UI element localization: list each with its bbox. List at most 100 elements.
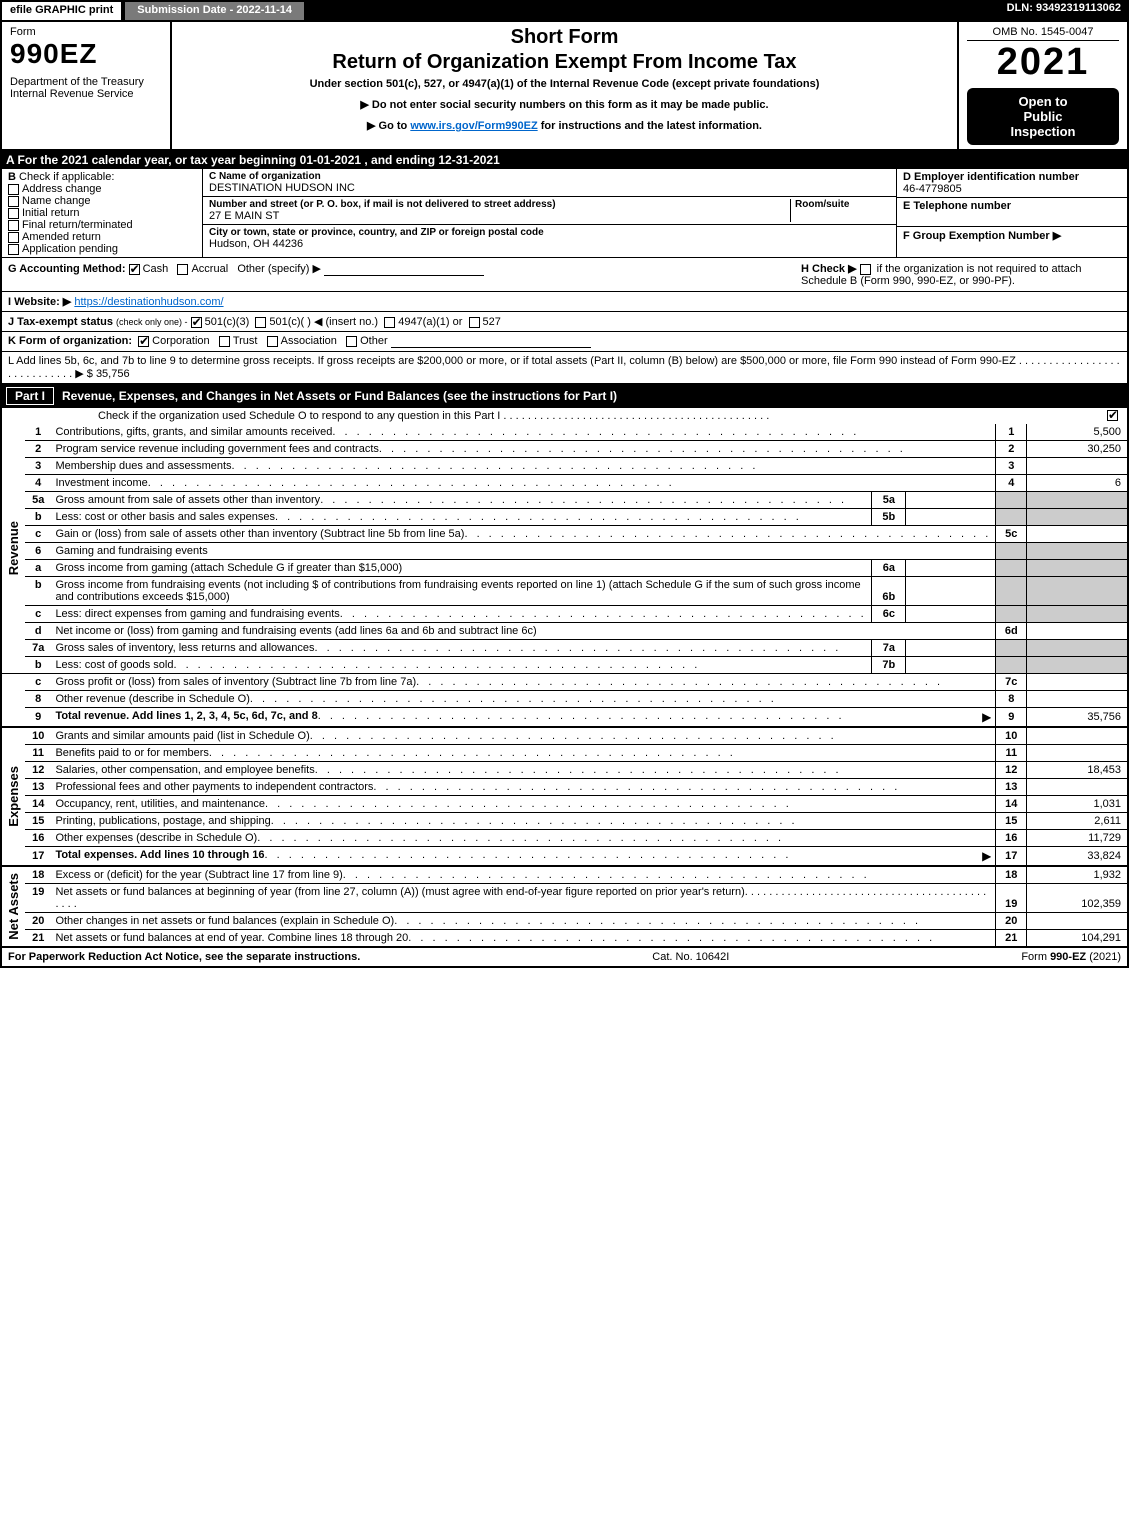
desc-20: Other changes in net assets or fund bala… <box>55 915 394 927</box>
h-checkbox[interactable] <box>860 264 871 275</box>
part-1-check-line: Check if the organization used Schedule … <box>0 408 1129 424</box>
org-name: DESTINATION HUDSON INC <box>209 182 890 194</box>
org-street: 27 E MAIN ST <box>209 210 790 222</box>
dots-icon: . . . . . . . . . . . . . . . . . . . . … <box>232 460 992 472</box>
amt-18: 1,932 <box>1027 866 1128 884</box>
ln-11: 11 <box>25 745 51 762</box>
part-1-schedule-o-checkbox[interactable] <box>1107 410 1118 421</box>
opt-name-change[interactable]: Name change <box>8 195 196 207</box>
opt-application-pending[interactable]: Application pending <box>8 243 196 255</box>
opt-final-return-label: Final return/terminated <box>22 219 133 231</box>
accrual-checkbox[interactable] <box>177 264 188 275</box>
efile-print-label[interactable]: efile GRAPHIC print <box>0 0 123 22</box>
line-17: 17 Total expenses. Add lines 10 through … <box>1 847 1128 867</box>
cash-checkbox[interactable] <box>129 264 140 275</box>
amt-8 <box>1027 691 1128 708</box>
opt-address-change-label: Address change <box>22 183 102 195</box>
line-3: 3 Membership dues and assessments. . . .… <box>1 458 1128 475</box>
group-exemption-label: F Group Exemption Number ▶ <box>903 229 1121 242</box>
submission-date: Submission Date - 2022-11-14 <box>123 0 306 22</box>
other-org-checkbox[interactable] <box>346 336 357 347</box>
ln-7a: 7a <box>25 640 51 657</box>
ln-3: 3 <box>25 458 51 475</box>
desc-1: Contributions, gifts, grants, and simila… <box>55 426 332 438</box>
org-city-row: City or town, state or province, country… <box>203 225 896 252</box>
amt-6d <box>1027 623 1128 640</box>
num-17: 17 <box>996 847 1027 867</box>
irs-link[interactable]: www.irs.gov/Form990EZ <box>410 120 537 132</box>
dots-icon: . . . . . . . . . . . . . . . . . . . . … <box>320 494 867 506</box>
ln-15: 15 <box>25 813 51 830</box>
grey-6c <box>996 606 1027 623</box>
dots-icon: . . . . . . . . . . . . . . . . . . . . … <box>379 443 991 455</box>
501c3-checkbox[interactable] <box>191 317 202 328</box>
column-c: C Name of organization DESTINATION HUDSO… <box>202 169 897 257</box>
amt-9: 35,756 <box>1027 708 1128 728</box>
arrow-icon: ▶ <box>982 849 991 863</box>
line-7c: c Gross profit or (loss) from sales of i… <box>1 674 1128 691</box>
opt-initial-return[interactable]: Initial return <box>8 207 196 219</box>
501c-checkbox[interactable] <box>255 317 266 328</box>
part-1-title: Revenue, Expenses, and Changes in Net As… <box>62 389 617 403</box>
sub-7b: 7b <box>872 657 906 674</box>
num-2: 2 <box>996 441 1027 458</box>
num-11: 11 <box>996 745 1027 762</box>
directive-1: ▶ Do not enter social security numbers o… <box>180 98 949 111</box>
amt-4: 6 <box>1027 475 1128 492</box>
4947-checkbox[interactable] <box>384 317 395 328</box>
trust-checkbox[interactable] <box>219 336 230 347</box>
dots-icon: . . . . . . . . . . . . . . . . . . . . … <box>265 798 991 810</box>
dots-icon: . . . . . . . . . . . . . . . . . . . . … <box>148 477 992 489</box>
ln-8: 8 <box>25 691 51 708</box>
ln-21: 21 <box>25 930 51 947</box>
grey-6a <box>996 560 1027 577</box>
line-16: 16 Other expenses (describe in Schedule … <box>1 830 1128 847</box>
sub-6c: 6c <box>872 606 906 623</box>
desc-7a: Gross sales of inventory, less returns a… <box>55 642 314 654</box>
opt-initial-return-label: Initial return <box>22 207 79 219</box>
num-20: 20 <box>996 913 1027 930</box>
line-21: 21 Net assets or fund balances at end of… <box>1 930 1128 947</box>
527-checkbox[interactable] <box>469 317 480 328</box>
part-1-table: Revenue 1 Contributions, gifts, grants, … <box>0 424 1129 947</box>
amt-19: 102,359 <box>1027 884 1128 913</box>
subamt-5a <box>906 492 996 509</box>
amt-17: 33,824 <box>1027 847 1128 867</box>
directive-2: ▶ Go to www.irs.gov/Form990EZ for instru… <box>180 119 949 132</box>
line-20: 20 Other changes in net assets or fund b… <box>1 913 1128 930</box>
num-3: 3 <box>996 458 1027 475</box>
ein-row: D Employer identification number 46-4779… <box>897 169 1127 198</box>
part-1-check-text: Check if the organization used Schedule … <box>8 410 1107 422</box>
l-text: L Add lines 5b, 6c, and 7b to line 9 to … <box>8 355 1016 367</box>
greyamt-6 <box>1027 543 1128 560</box>
part-1-header: Part I Revenue, Expenses, and Changes in… <box>0 384 1129 408</box>
dots-icon: . . . . . . . . . . . . . . . . . . . . … <box>257 832 991 844</box>
row-l: L Add lines 5b, 6c, and 7b to line 9 to … <box>0 352 1129 384</box>
city-label: City or town, state or province, country… <box>209 227 890 238</box>
opt-final-return[interactable]: Final return/terminated <box>8 219 196 231</box>
line-7b: b Less: cost of goods sold. . . . . . . … <box>1 657 1128 674</box>
column-b: B Check if applicable: Address change Na… <box>2 169 202 257</box>
assoc-checkbox[interactable] <box>267 336 278 347</box>
dots-icon: . . . . . . . . . . . . . . . . . . . . … <box>464 528 991 540</box>
line-12: 12 Salaries, other compensation, and emp… <box>1 762 1128 779</box>
num-18: 18 <box>996 866 1027 884</box>
open-to-public-box: Open to Public Inspection <box>967 88 1119 145</box>
subamt-7a <box>906 640 996 657</box>
opt-address-change[interactable]: Address change <box>8 183 196 195</box>
sub-6b: 6b <box>872 577 906 606</box>
phone-row: E Telephone number <box>897 198 1127 227</box>
num-12: 12 <box>996 762 1027 779</box>
line-10: Expenses 10 Grants and similar amounts p… <box>1 727 1128 745</box>
num-1: 1 <box>996 424 1027 441</box>
subamt-5b <box>906 509 996 526</box>
num-5c: 5c <box>996 526 1027 543</box>
sub-6a: 6a <box>872 560 906 577</box>
opt-amended-return[interactable]: Amended return <box>8 231 196 243</box>
website-link[interactable]: https://destinationhudson.com/ <box>74 296 223 308</box>
expenses-vlabel: Expenses <box>6 766 21 827</box>
part-1-label: Part I <box>6 387 54 405</box>
corp-checkbox[interactable] <box>138 336 149 347</box>
amt-16: 11,729 <box>1027 830 1128 847</box>
desc-4: Investment income <box>55 477 147 489</box>
